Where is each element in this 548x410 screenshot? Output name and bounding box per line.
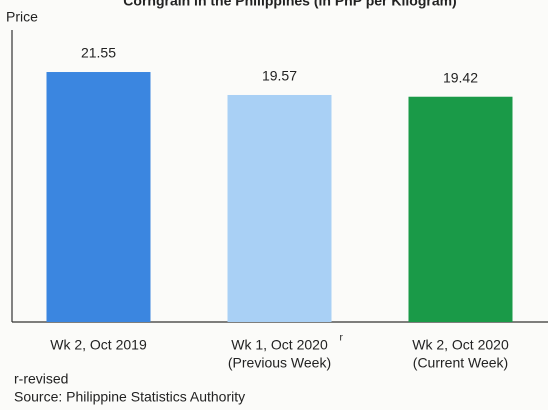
bar	[408, 96, 513, 322]
x-tick-label: Wk 1, Oct 2020	[231, 337, 328, 353]
chart-title: Corngrain in the Philippines (in PhP per…	[123, 0, 456, 9]
data-label: 19.42	[443, 69, 478, 85]
y-axis-label: Price	[6, 9, 38, 25]
bar	[46, 72, 151, 323]
x-tick-sublabel: (Previous Week)	[228, 355, 331, 371]
x-tick-label: Wk 2, Oct 2020	[412, 337, 509, 353]
bar	[227, 94, 332, 322]
data-label: 21.55	[81, 45, 116, 61]
footnote: r-revised	[14, 371, 68, 387]
source: Source: Philippine Statistics Authority	[14, 389, 245, 405]
x-tick-label: Wk 2, Oct 2019	[50, 337, 147, 353]
data-label: 19.57	[262, 68, 297, 84]
x-tick-sublabel: (Current Week)	[413, 355, 508, 371]
superscript-mark: r	[340, 333, 344, 344]
